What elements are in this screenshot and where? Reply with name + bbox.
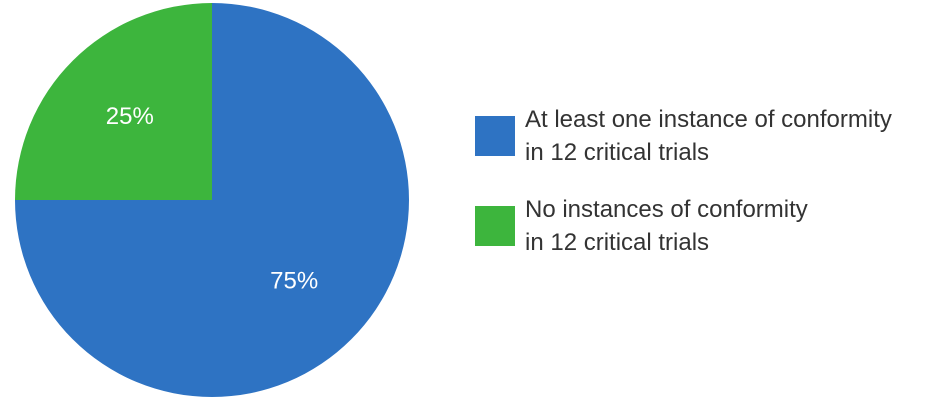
legend-item: No instances of conformity in 12 critica…	[475, 193, 892, 259]
legend-label: At least one instance of conformity in 1…	[525, 106, 892, 166]
slice-label: 25%	[106, 103, 154, 130]
pie-slice	[15, 3, 212, 200]
pie: 75% 25%	[15, 3, 409, 397]
legend-swatch	[475, 116, 515, 156]
legend-item: At least one instance of conformity in 1…	[475, 103, 892, 169]
slice-label: 75%	[270, 268, 318, 295]
legend-swatch	[475, 206, 515, 246]
legend-label: No instances of conformity in 12 critica…	[525, 196, 808, 256]
legend: At least one instance of conformity in 1…	[475, 103, 892, 283]
